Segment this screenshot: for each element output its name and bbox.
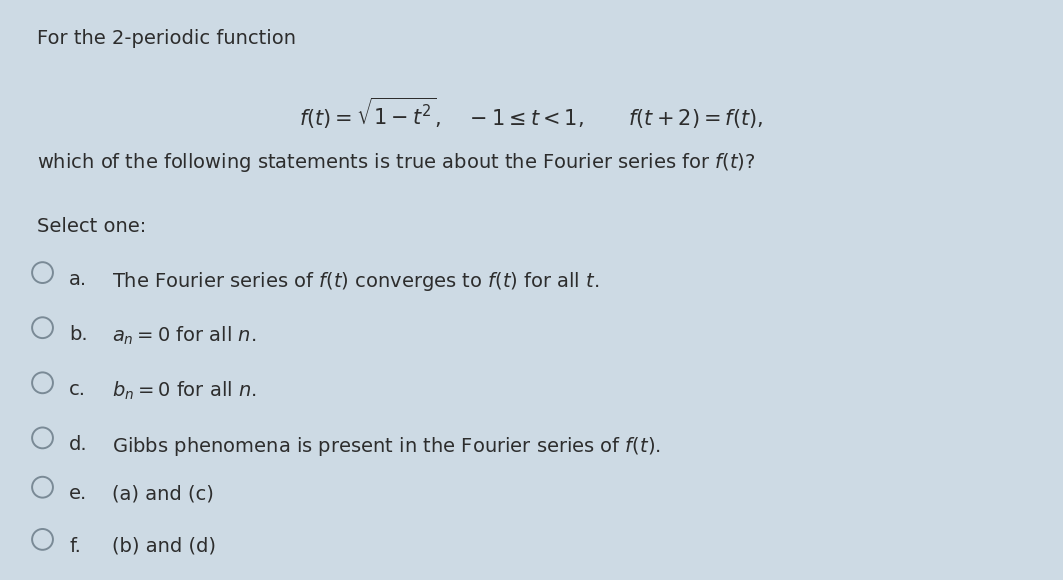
Text: f.: f. [69, 536, 81, 556]
Text: c.: c. [69, 380, 86, 399]
Text: $f(t) = \sqrt{1-t^2}, \quad -1 \leq t < 1, \qquad f(t+2) = f(t),$: $f(t) = \sqrt{1-t^2}, \quad -1 \leq t < … [300, 96, 763, 131]
Text: Gibbs phenomena is present in the Fourier series of $f(t)$.: Gibbs phenomena is present in the Fourie… [112, 435, 660, 458]
Text: For the 2-periodic function: For the 2-periodic function [37, 29, 297, 48]
Text: The Fourier series of $f(t)$ converges to $f(t)$ for all $t$.: The Fourier series of $f(t)$ converges t… [112, 270, 598, 293]
Text: $b_n = 0$ for all $n$.: $b_n = 0$ for all $n$. [112, 380, 256, 402]
Text: a.: a. [69, 270, 87, 289]
Text: $a_n = 0$ for all $n$.: $a_n = 0$ for all $n$. [112, 325, 256, 347]
Text: d.: d. [69, 435, 88, 454]
Text: (b) and (d): (b) and (d) [112, 536, 216, 556]
Text: (a) and (c): (a) and (c) [112, 484, 214, 503]
Text: b.: b. [69, 325, 88, 344]
Text: Select one:: Select one: [37, 218, 147, 237]
Text: e.: e. [69, 484, 87, 503]
Text: which of the following statements is true about the Fourier series for $f(t)$?: which of the following statements is tru… [37, 151, 756, 174]
